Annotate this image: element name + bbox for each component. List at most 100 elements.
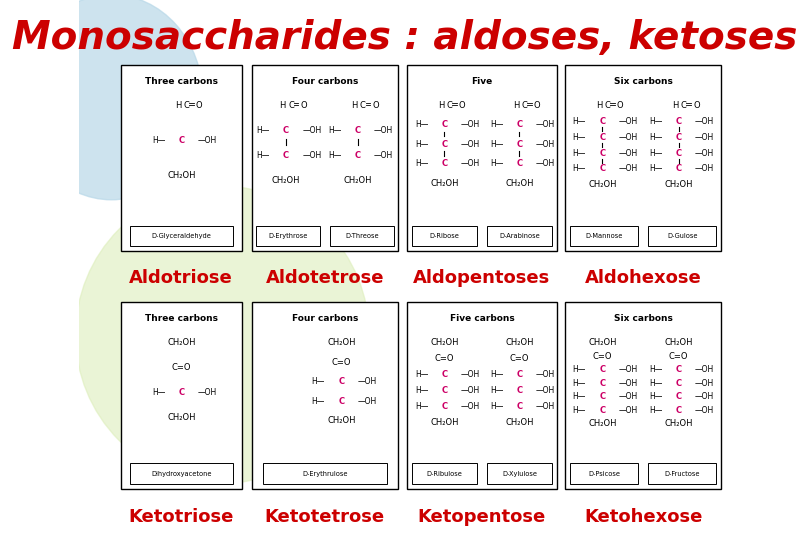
Text: H—: H— (152, 136, 165, 145)
Text: C: C (441, 386, 448, 395)
FancyBboxPatch shape (487, 226, 552, 246)
Text: —OH: —OH (619, 164, 638, 173)
Text: CH₂OH: CH₂OH (664, 419, 693, 428)
Text: C: C (339, 397, 344, 406)
Text: H: H (279, 101, 286, 110)
Text: H—: H— (573, 379, 586, 388)
Text: C: C (355, 151, 360, 160)
Text: C: C (676, 392, 682, 401)
FancyBboxPatch shape (407, 302, 557, 489)
Text: C: C (681, 101, 687, 110)
Text: H—: H— (490, 402, 503, 411)
Text: Four carbons: Four carbons (292, 77, 358, 86)
Text: CH₂OH: CH₂OH (271, 176, 301, 185)
FancyBboxPatch shape (130, 463, 233, 484)
Text: H—: H— (490, 140, 503, 149)
Text: —OH: —OH (461, 159, 480, 168)
FancyBboxPatch shape (122, 65, 242, 251)
Text: Aldopentoses: Aldopentoses (413, 269, 551, 287)
Text: H—: H— (649, 164, 663, 173)
Text: C=O: C=O (172, 363, 191, 373)
Text: O: O (458, 101, 466, 110)
Text: Ketotetrose: Ketotetrose (265, 508, 385, 526)
Text: CH₂OH: CH₂OH (327, 416, 356, 425)
Text: C: C (676, 379, 682, 388)
Text: —OH: —OH (619, 148, 638, 158)
Text: C: C (184, 101, 190, 110)
Text: H—: H— (312, 377, 325, 386)
Text: Aldohexose: Aldohexose (585, 269, 701, 287)
Text: C: C (517, 386, 522, 395)
Text: —OH: —OH (302, 151, 322, 160)
FancyBboxPatch shape (330, 226, 394, 246)
FancyBboxPatch shape (411, 226, 477, 246)
Text: C=O: C=O (435, 354, 454, 363)
Text: —OH: —OH (461, 402, 480, 411)
FancyBboxPatch shape (252, 302, 399, 489)
Text: H—: H— (573, 366, 586, 374)
FancyBboxPatch shape (648, 463, 716, 484)
Text: H: H (175, 101, 181, 110)
Text: —OH: —OH (695, 164, 714, 173)
Text: H—: H— (573, 117, 586, 126)
FancyBboxPatch shape (565, 65, 722, 251)
Text: C: C (283, 126, 289, 135)
Text: —OH: —OH (535, 386, 555, 395)
FancyBboxPatch shape (487, 463, 552, 484)
Text: H—: H— (328, 151, 341, 160)
Text: —OH: —OH (695, 148, 714, 158)
Text: Four carbons: Four carbons (292, 314, 358, 323)
Text: H—: H— (415, 402, 428, 411)
Text: —OH: —OH (535, 140, 555, 149)
Text: O: O (372, 101, 379, 110)
Text: D-Erythrulose: D-Erythrulose (302, 470, 347, 477)
Text: —OH: —OH (374, 151, 394, 160)
Text: CH₂OH: CH₂OH (505, 339, 534, 347)
Text: C: C (441, 402, 448, 411)
Text: CH₂OH: CH₂OH (588, 419, 616, 428)
Text: D-Psicose: D-Psicose (588, 470, 620, 477)
Text: C: C (447, 101, 453, 110)
Text: Dihydroxyacetone: Dihydroxyacetone (151, 470, 211, 477)
Text: —OH: —OH (198, 388, 217, 397)
Text: C: C (599, 366, 605, 374)
Text: C=O: C=O (509, 354, 529, 363)
Text: C: C (676, 117, 682, 126)
Text: H—: H— (649, 117, 663, 126)
Text: O: O (196, 101, 202, 110)
Text: —OH: —OH (535, 370, 555, 379)
Text: C: C (517, 159, 522, 168)
Text: Five: Five (471, 77, 492, 86)
FancyBboxPatch shape (570, 463, 638, 484)
Text: D-Fructose: D-Fructose (664, 470, 700, 477)
Text: C: C (676, 133, 682, 141)
Text: C: C (441, 140, 448, 149)
Text: C: C (517, 140, 522, 149)
Text: C: C (676, 366, 682, 374)
Text: O: O (616, 101, 624, 110)
Text: H—: H— (415, 159, 428, 168)
FancyBboxPatch shape (407, 65, 557, 251)
Text: H—: H— (415, 140, 428, 149)
Text: Monosaccharides : aldoses, ketoses: Monosaccharides : aldoses, ketoses (12, 19, 798, 57)
Text: C: C (599, 379, 605, 388)
Text: Ketohexose: Ketohexose (584, 508, 702, 526)
FancyBboxPatch shape (122, 302, 242, 489)
Text: H: H (672, 101, 679, 110)
Text: H—: H— (256, 151, 270, 160)
FancyBboxPatch shape (252, 65, 399, 251)
Text: H—: H— (649, 392, 663, 401)
Text: D-Arabinose: D-Arabinose (499, 233, 540, 239)
Text: C: C (441, 120, 448, 129)
Text: Ketotriose: Ketotriose (129, 508, 234, 526)
Text: H—: H— (152, 388, 165, 397)
FancyBboxPatch shape (565, 302, 722, 489)
Text: H: H (438, 101, 445, 110)
Text: C: C (599, 392, 605, 401)
Text: H—: H— (649, 406, 663, 415)
Text: CH₂OH: CH₂OH (168, 414, 196, 422)
Text: H—: H— (573, 148, 586, 158)
Text: C: C (355, 126, 360, 135)
Text: —OH: —OH (535, 120, 555, 129)
Text: H—: H— (490, 159, 503, 168)
